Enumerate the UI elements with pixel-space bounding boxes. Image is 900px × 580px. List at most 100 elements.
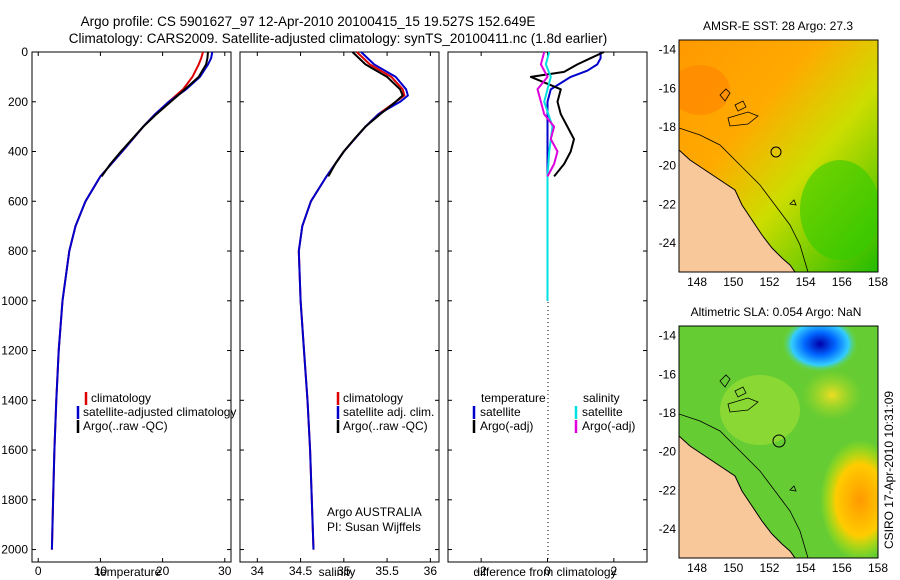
series-line-climatology	[50, 51, 204, 550]
map-ytick-label: -24	[659, 522, 677, 536]
map-ytick-label: -18	[659, 120, 677, 134]
series-line-salinity-satellite	[543, 51, 554, 301]
ytick-label: 1200	[1, 344, 28, 358]
xtick-label: 36	[424, 564, 438, 578]
map-ytick-label: -24	[659, 236, 677, 250]
figure-title-line1: Argo profile: CS 5901627_97 12-Apr-2010 …	[81, 14, 536, 29]
sst-map-image	[679, 40, 878, 272]
series-line-temperature-satellite	[546, 52, 602, 301]
sla-map-title: Altimetric SLA: 0.054 Argo: NaN	[691, 305, 862, 319]
series-line-argo-raw-qc-	[100, 51, 209, 177]
xtick-label: 0	[35, 564, 42, 578]
sst-map-title: AMSR-E SST: 28 Argo: 27.3	[703, 19, 853, 33]
legend-label-argo: Argo(..raw -QC)	[83, 419, 168, 433]
map-xtick-label: 158	[868, 561, 888, 575]
temperature-legend: climatology satellite-adjusted climatolo…	[76, 391, 236, 433]
salinity-legend: climatology satellite adj. clim. Argo(..…	[327, 391, 434, 534]
ytick-label: 1600	[1, 443, 28, 457]
xtick-label: 30	[218, 564, 232, 578]
xtick-label: 34	[251, 564, 265, 578]
map-ytick-label: -14	[659, 329, 677, 343]
series-line-satellite-adjusted-climatology	[50, 51, 214, 550]
ytick-label: 2000	[1, 543, 28, 557]
sla-land	[679, 435, 796, 558]
xtick-label: 35	[337, 564, 351, 578]
series-line-satellite-adj-clim-	[297, 51, 409, 550]
map-ytick-label: -20	[659, 445, 677, 459]
legend-header-temperature: temperature	[481, 391, 546, 405]
xtick-label: 34.5	[289, 564, 313, 578]
legend-label-satellite-adj: satellite adj. clim.	[343, 405, 434, 419]
xtick-label: -2	[476, 564, 487, 578]
ytick-label: 400	[8, 145, 28, 159]
sst-argo-marker	[770, 146, 782, 158]
xtick-label: 10	[94, 564, 108, 578]
map-xtick-label: 158	[868, 275, 888, 289]
xtick-label: 2	[610, 564, 617, 578]
sla-reefs	[719, 374, 759, 413]
legend-label-temperature-satellite: satellite	[480, 405, 521, 419]
map-xtick-label: 154	[796, 561, 816, 575]
xtick-label: 20	[156, 564, 170, 578]
series-line-salinity-argo-adj-	[536, 51, 559, 177]
xtick-label: 35.5	[375, 564, 399, 578]
ytick-label: 600	[8, 194, 28, 208]
ytick-label: 1400	[1, 393, 28, 407]
legend-label-salinity-argo: Argo(-adj)	[582, 419, 635, 433]
sla-high-patch	[802, 370, 862, 420]
map-xtick-label: 148	[687, 561, 707, 575]
map-xtick-label: 154	[796, 275, 816, 289]
legend-label-salinity-satellite: satellite	[582, 405, 623, 419]
map-ytick-label: -22	[659, 483, 677, 497]
sla-mid-patch	[720, 375, 800, 445]
sst-reef-south	[789, 199, 797, 206]
map-xtick-label: 152	[759, 275, 779, 289]
legend-label-temperature-argo: Argo(-adj)	[480, 419, 533, 433]
map-xtick-label: 156	[832, 561, 852, 575]
sla-map-frame	[678, 325, 879, 559]
difference-legend: temperature salinity satellite Argo(-adj…	[472, 391, 635, 433]
sst-cool-patch	[800, 160, 878, 260]
sla-reef-south	[789, 485, 797, 492]
legend-label-climatology: climatology	[343, 391, 403, 405]
map-ytick-label: -18	[659, 406, 677, 420]
sla-high-eddy	[820, 440, 878, 558]
sla-argo-marker	[772, 434, 786, 448]
salinity-xlabel: salinity	[319, 565, 356, 579]
legend-label-climatology: climatology	[91, 391, 151, 405]
legend-label-satellite-adjusted: satellite-adjusted climatology	[83, 405, 236, 419]
csiro-timestamp: CSIRO 17-Apr-2010 10:31:09	[882, 391, 896, 549]
temperature-axes	[31, 51, 232, 563]
ytick-label: 200	[8, 95, 28, 109]
xtick-label: 0	[544, 564, 551, 578]
ytick-label: 800	[8, 244, 28, 258]
series-line-temperature-argo-adj-	[529, 51, 605, 178]
pi-label: PI: Susan Wijffels	[327, 520, 421, 534]
sla-low-eddy	[782, 326, 858, 372]
map-xtick-label: 150	[723, 275, 743, 289]
ytick-label: 1800	[1, 493, 28, 507]
map-xtick-label: 148	[687, 275, 707, 289]
map-ytick-label: -16	[659, 367, 677, 381]
sla-map-image	[679, 326, 878, 558]
series-line-argo-raw-qc-	[327, 51, 404, 177]
map-ytick-label: -22	[659, 197, 677, 211]
salinity-axes	[239, 51, 440, 563]
sst-reefs	[719, 88, 759, 127]
figure-title-line2: Climatology: CARS2009. Satellite-adjuste…	[69, 31, 608, 46]
map-ytick-label: -16	[659, 81, 677, 95]
sst-warm-patch	[679, 65, 730, 115]
series-line-climatology	[297, 51, 406, 550]
argo-australia-label: Argo AUSTRALIA	[327, 505, 422, 519]
legend-label-argo: Argo(..raw -QC)	[343, 419, 428, 433]
ytick-label: 1000	[1, 294, 28, 308]
sst-land	[679, 149, 796, 272]
map-xtick-label: 156	[832, 275, 852, 289]
map-xtick-label: 152	[759, 561, 779, 575]
map-ytick-label: -20	[659, 159, 677, 173]
sla-shelf-contour	[679, 413, 809, 558]
temperature-xlabel: temperature	[97, 565, 162, 579]
sst-map-frame	[678, 39, 879, 273]
legend-header-salinity: salinity	[583, 391, 620, 405]
